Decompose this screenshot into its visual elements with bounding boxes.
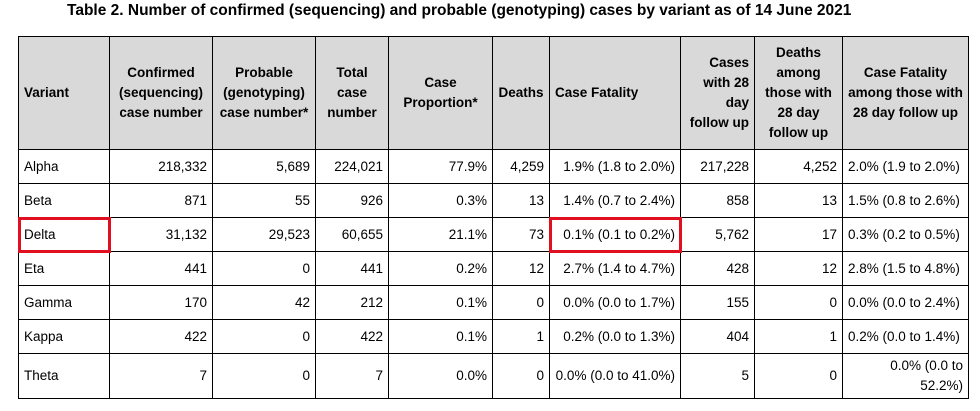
cell-total: 224,021	[315, 149, 389, 184]
cell-fatality: 0.0% (0.0 to 41.0%)	[549, 353, 681, 399]
cell-confirmed: 7	[109, 353, 213, 399]
table-row: Kappa 422 0 422 0.1% 1 0.2% (0.0 to 1.3%…	[18, 319, 969, 354]
header-proportion: Case Proportion*	[388, 36, 493, 150]
cell-confirmed: 170	[109, 285, 213, 320]
cell-fatality28: 1.5% (0.8 to 2.6%)	[842, 183, 969, 218]
cell-total: 7	[315, 353, 389, 399]
cell-total: 441	[315, 251, 389, 286]
cell-deaths: 4,259	[492, 149, 550, 184]
table-row: Theta 7 0 7 0.0% 0 0.0% (0.0 to 41.0%) 5…	[18, 353, 969, 399]
cell-proportion: 0.1%	[388, 319, 493, 354]
cell-confirmed: 441	[109, 251, 213, 286]
cell-cases28: 5	[680, 353, 755, 399]
cell-variant: Theta	[18, 353, 110, 399]
variant-table: Variant Confirmed (sequencing) case numb…	[17, 36, 969, 399]
cell-fatality28: 0.0% (0.0 to 2.4%)	[842, 285, 969, 320]
cell-proportion: 21.1%	[388, 217, 493, 252]
cell-probable: 29,523	[212, 217, 316, 252]
cell-fatality: 1.4% (0.7 to 2.4%)	[549, 183, 681, 218]
cell-deaths: 13	[492, 183, 550, 218]
cell-deaths28: 0	[754, 353, 843, 399]
cell-cases28: 217,228	[680, 149, 755, 184]
cell-deaths28: 17	[754, 217, 843, 252]
cell-cases28: 404	[680, 319, 755, 354]
cell-fatality28: 2.8% (1.5 to 4.8%)	[842, 251, 969, 286]
header-total: Total case number	[315, 36, 389, 150]
cell-deaths: 12	[492, 251, 550, 286]
cell-total: 60,655	[315, 217, 389, 252]
cell-deaths: 73	[492, 217, 550, 252]
cell-variant-highlighted: Delta	[17, 216, 111, 253]
header-deaths28: Deaths among those with 28 day follow up	[754, 36, 843, 150]
cell-probable: 42	[212, 285, 316, 320]
table-row: Beta 871 55 926 0.3% 13 1.4% (0.7 to 2.4…	[18, 183, 969, 218]
cell-fatality: 0.0% (0.0 to 1.7%)	[549, 285, 681, 320]
cell-variant: Kappa	[18, 319, 110, 354]
table-row: Alpha 218,332 5,689 224,021 77.9% 4,259 …	[18, 149, 969, 184]
cell-variant: Eta	[18, 251, 110, 286]
cell-probable: 5,689	[212, 149, 316, 184]
cell-proportion: 77.9%	[388, 149, 493, 184]
cell-deaths28: 12	[754, 251, 843, 286]
header-fatality28: Case Fatality among those with 28 day fo…	[842, 36, 969, 150]
table-row: Eta 441 0 441 0.2% 12 2.7% (1.4 to 4.7%)…	[18, 251, 969, 286]
cell-total: 926	[315, 183, 389, 218]
cell-fatality28: 0.2% (0.0 to 1.4%)	[842, 319, 969, 354]
cell-cases28: 155	[680, 285, 755, 320]
cell-confirmed: 218,332	[109, 149, 213, 184]
header-variant: Variant	[18, 36, 110, 150]
cell-proportion: 0.1%	[388, 285, 493, 320]
cell-proportion: 0.3%	[388, 183, 493, 218]
cell-proportion: 0.2%	[388, 251, 493, 286]
cell-fatality28: 0.0% (0.0 to 52.2%)	[842, 353, 969, 399]
cell-fatality: 2.7% (1.4 to 4.7%)	[549, 251, 681, 286]
cell-probable: 0	[212, 251, 316, 286]
table-title: Table 2. Number of confirmed (sequencing…	[67, 2, 852, 19]
cell-cases28: 428	[680, 251, 755, 286]
cell-deaths: 1	[492, 319, 550, 354]
cell-total: 422	[315, 319, 389, 354]
cell-deaths: 0	[492, 285, 550, 320]
cell-fatality: 1.9% (1.8 to 2.0%)	[549, 149, 681, 184]
header-deaths: Deaths	[492, 36, 550, 150]
cell-deaths28: 13	[754, 183, 843, 218]
header-probable: Probable (genotyping) case number*	[212, 36, 316, 150]
cell-fatality28: 0.3% (0.2 to 0.5%)	[842, 217, 969, 252]
header-cases28: Cases with 28 day follow up	[680, 36, 755, 150]
header-confirmed: Confirmed (sequencing) case number	[109, 36, 213, 150]
cell-deaths: 0	[492, 353, 550, 399]
cell-probable: 0	[212, 353, 316, 399]
cell-cases28: 5,762	[680, 217, 755, 252]
cell-variant: Gamma	[18, 285, 110, 320]
cell-probable: 0	[212, 319, 316, 354]
cell-cases28: 858	[680, 183, 755, 218]
cell-probable: 55	[212, 183, 316, 218]
table-row: Gamma 170 42 212 0.1% 0 0.0% (0.0 to 1.7…	[18, 285, 969, 320]
cell-confirmed: 422	[109, 319, 213, 354]
cell-deaths28: 1	[754, 319, 843, 354]
cell-fatality28: 2.0% (1.9 to 2.0%)	[842, 149, 969, 184]
cell-confirmed: 871	[109, 183, 213, 218]
table-row-delta: Delta 31,132 29,523 60,655 21.1% 73 0.1%…	[17, 216, 969, 253]
cell-confirmed: 31,132	[109, 217, 213, 252]
cell-deaths28: 0	[754, 285, 843, 320]
header-fatality: Case Fatality	[549, 36, 681, 150]
cell-variant: Beta	[18, 183, 110, 218]
cell-fatality: 0.2% (0.0 to 1.3%)	[549, 319, 681, 354]
header-row: Variant Confirmed (sequencing) case numb…	[18, 36, 969, 150]
cell-variant: Alpha	[18, 149, 110, 184]
cell-total: 212	[315, 285, 389, 320]
cell-fatality-highlighted: 0.1% (0.1 to 0.2%)	[548, 216, 682, 253]
cell-deaths28: 4,252	[754, 149, 843, 184]
cell-proportion: 0.0%	[388, 353, 493, 399]
